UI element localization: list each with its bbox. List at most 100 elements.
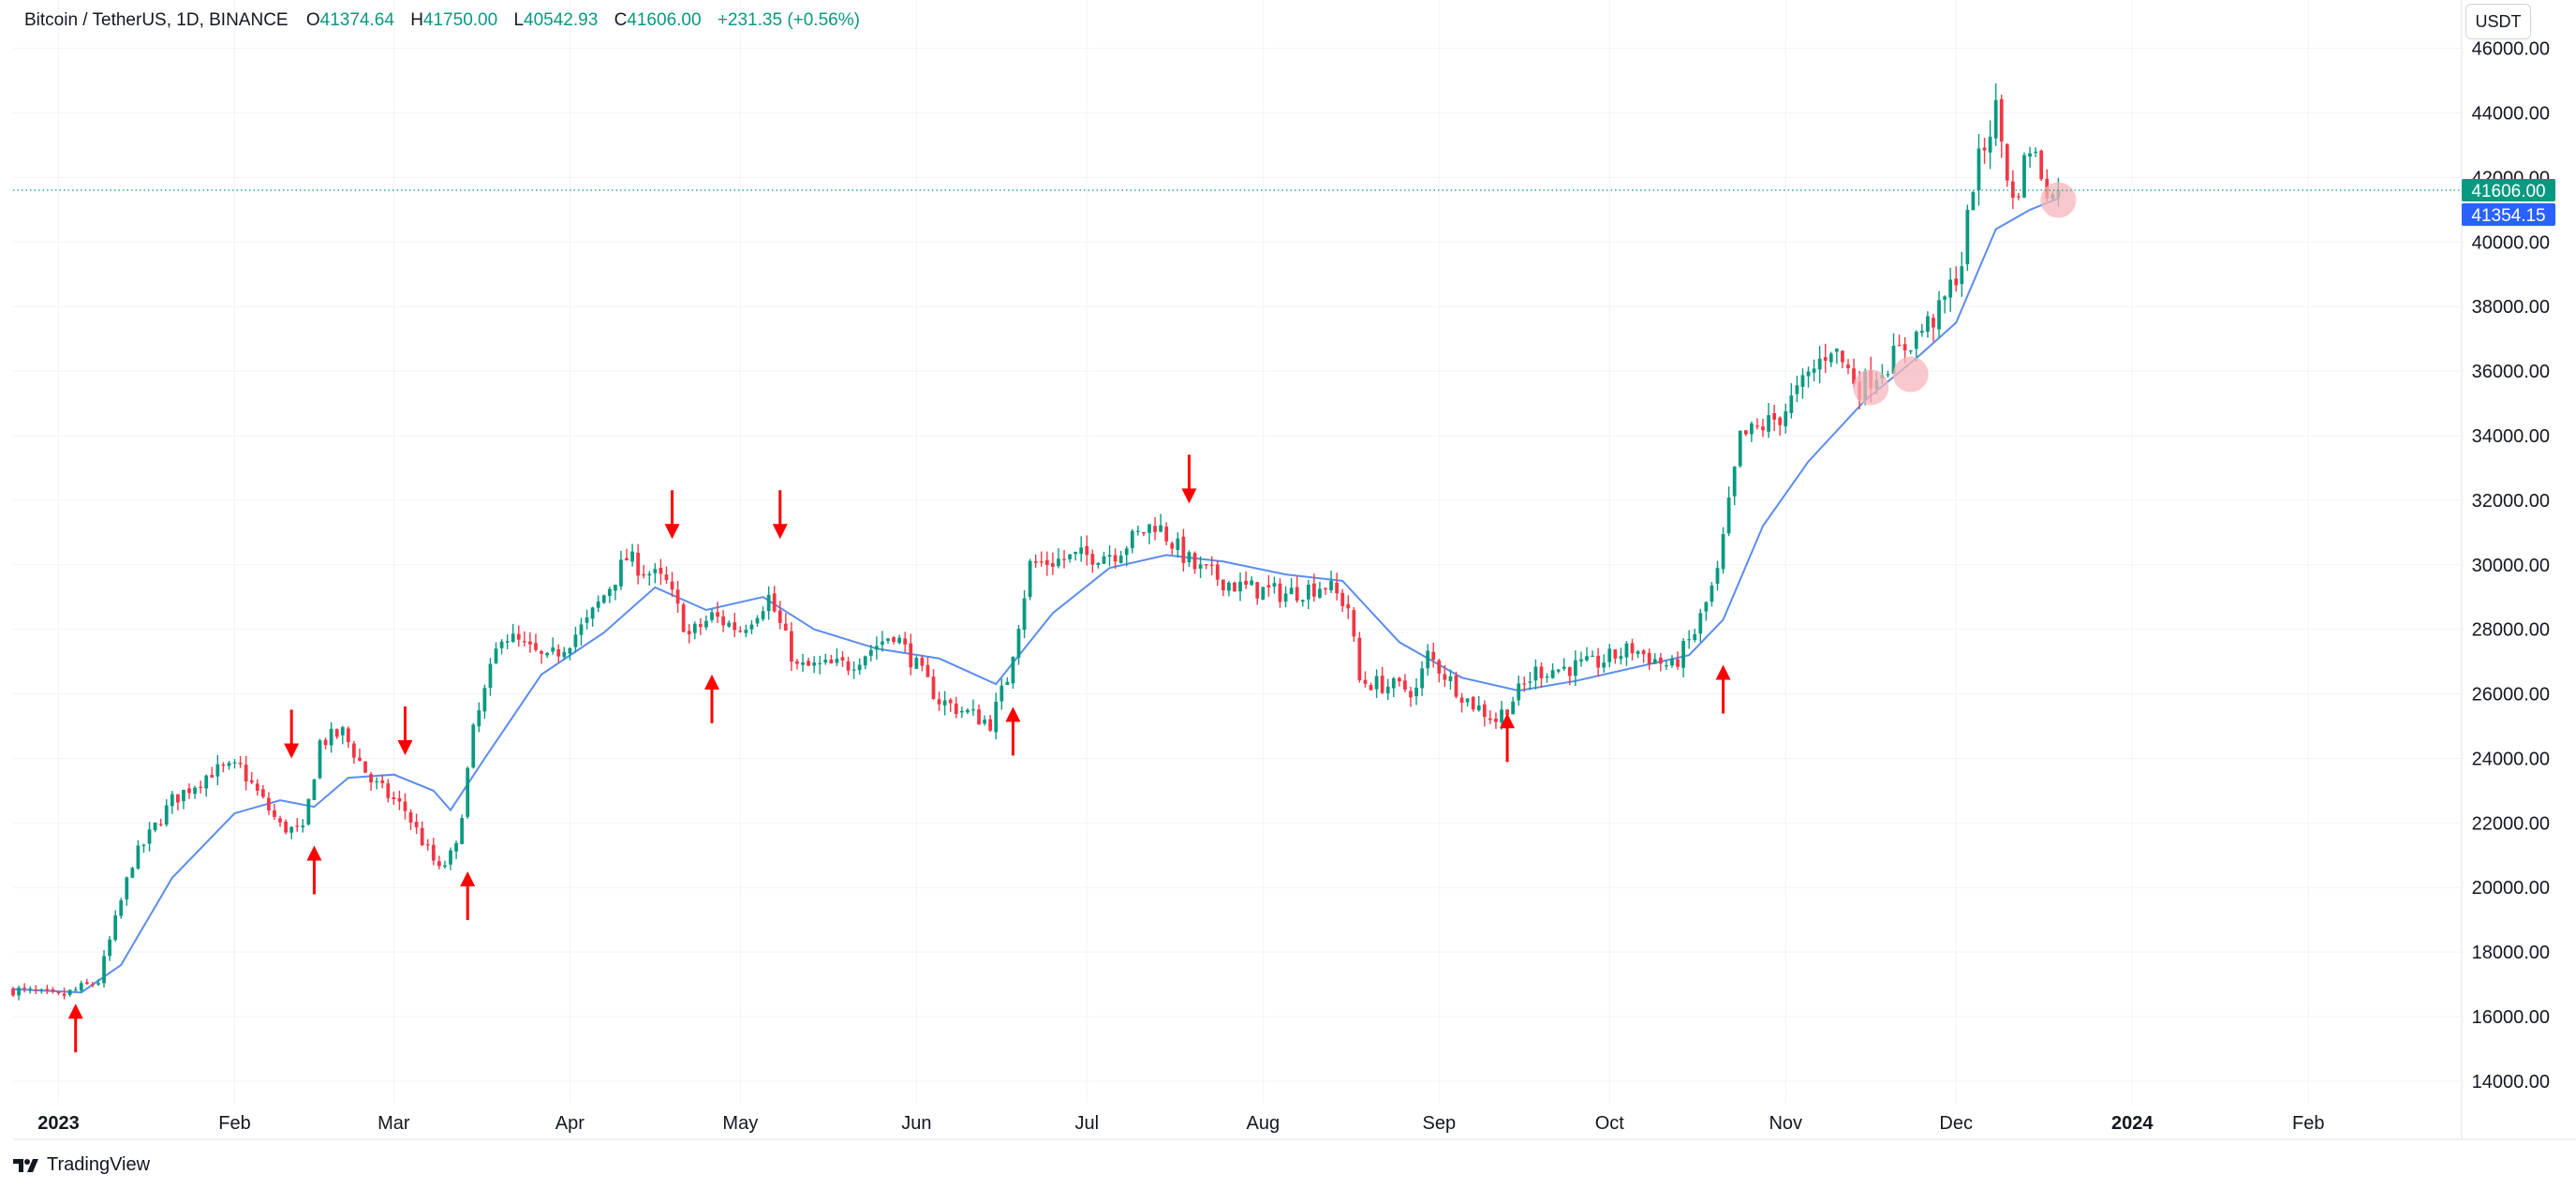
candle-body <box>73 989 78 991</box>
candle-body <box>28 988 33 990</box>
candle-body <box>749 624 754 630</box>
candle-body <box>2017 196 2021 198</box>
candle-body <box>1732 467 1737 497</box>
candle-body <box>1437 660 1442 674</box>
candle-body <box>1221 579 1225 591</box>
candle-body <box>215 764 220 777</box>
candle-body <box>1016 629 1021 659</box>
candle-body <box>1011 657 1015 684</box>
candle-body <box>1630 643 1635 654</box>
candle-body <box>1124 548 1129 556</box>
candle-body <box>670 581 674 590</box>
candle-body <box>1363 679 1368 684</box>
candle-body <box>477 710 481 727</box>
candle-body <box>1369 685 1373 691</box>
candle-body <box>636 552 641 576</box>
candle-body <box>1902 344 1907 350</box>
candle-body <box>1795 385 1799 394</box>
candle-body <box>1153 526 1157 532</box>
candle-body <box>2028 153 2032 156</box>
candle-body <box>1806 371 1811 377</box>
candle-body <box>1044 559 1049 566</box>
candle-body <box>1488 718 1492 721</box>
candle-body <box>1085 545 1089 556</box>
candle-body <box>573 634 578 647</box>
tradingview-icon <box>13 1158 38 1172</box>
price-labels: 41606.00 41354.15 <box>13 179 2555 227</box>
candle-body <box>1142 531 1146 534</box>
candle-body <box>1261 587 1266 600</box>
candle-body <box>1426 650 1430 669</box>
candle-body <box>301 825 305 828</box>
candle-body <box>744 630 748 633</box>
candle-body <box>125 877 129 899</box>
candle-body <box>1641 650 1646 655</box>
candle-body <box>1993 99 1998 139</box>
candle-body <box>1476 705 1481 710</box>
candle-body <box>971 709 975 711</box>
candle-body <box>1676 659 1680 667</box>
candle-body <box>630 551 634 562</box>
candle-body <box>1932 318 1935 328</box>
candle-body <box>1135 530 1140 532</box>
candle-body <box>1204 564 1208 566</box>
candle-body <box>170 794 174 807</box>
candle-body <box>346 728 350 743</box>
candle-body <box>260 789 265 797</box>
candle-body <box>1357 637 1362 681</box>
candle-body <box>601 595 606 603</box>
candle-body <box>273 810 276 817</box>
candle-body <box>1607 648 1612 662</box>
tradingview-logo[interactable]: TradingView <box>13 1154 150 1176</box>
candle-body <box>687 631 691 634</box>
currency-button[interactable]: USDT <box>2465 4 2531 39</box>
candle-body <box>1324 587 1327 590</box>
x-tick-label: Jun <box>901 1113 931 1134</box>
candle-body <box>210 775 215 778</box>
candle-body <box>91 984 95 986</box>
candle-body <box>1494 718 1498 722</box>
candle-body <box>835 658 839 663</box>
y-tick-label: 46000.00 <box>2472 39 2550 60</box>
candle-body <box>562 651 567 658</box>
candle-body <box>130 868 135 878</box>
candle-body <box>182 789 185 802</box>
candle-body <box>136 845 141 869</box>
candle-body <box>868 649 873 656</box>
candle-body <box>994 702 999 733</box>
candle-body <box>437 861 441 867</box>
candle-body <box>948 699 953 704</box>
candle-body <box>766 594 771 612</box>
candle-body <box>1522 683 1527 685</box>
candle-body <box>1272 583 1277 587</box>
y-tick-label: 22000.00 <box>2472 813 2550 834</box>
candle-body <box>1300 600 1305 602</box>
candle-body <box>1528 681 1532 683</box>
candle-body <box>2039 150 2044 180</box>
candle-body <box>579 624 584 635</box>
candle-body <box>505 641 510 643</box>
candle-body <box>460 818 465 844</box>
candles <box>11 83 2061 1001</box>
candle-body <box>1914 331 1918 349</box>
candle-body <box>681 604 686 632</box>
candle-body <box>1385 686 1390 693</box>
x-tick-label: Sep <box>1423 1113 1457 1134</box>
candle-body <box>1057 558 1060 567</box>
candle-body <box>1215 564 1220 580</box>
candle-body <box>1391 678 1396 689</box>
candle-body <box>67 989 72 995</box>
high-value: 41750.00 <box>422 10 498 30</box>
arrow-down-head <box>284 743 300 759</box>
arrow-down-head <box>397 740 413 755</box>
candle-body <box>1761 426 1765 431</box>
candle-body <box>369 774 373 783</box>
ma-value-label-bg <box>2462 203 2555 227</box>
candle-body <box>1665 665 1668 667</box>
candle-body <box>323 739 328 746</box>
y-tick-label: 30000.00 <box>2472 556 2550 576</box>
candle-body <box>840 657 845 661</box>
candle-body <box>704 620 708 628</box>
symbol-title[interactable]: Bitcoin / TetherUS, 1D, BINANCE <box>24 10 289 30</box>
